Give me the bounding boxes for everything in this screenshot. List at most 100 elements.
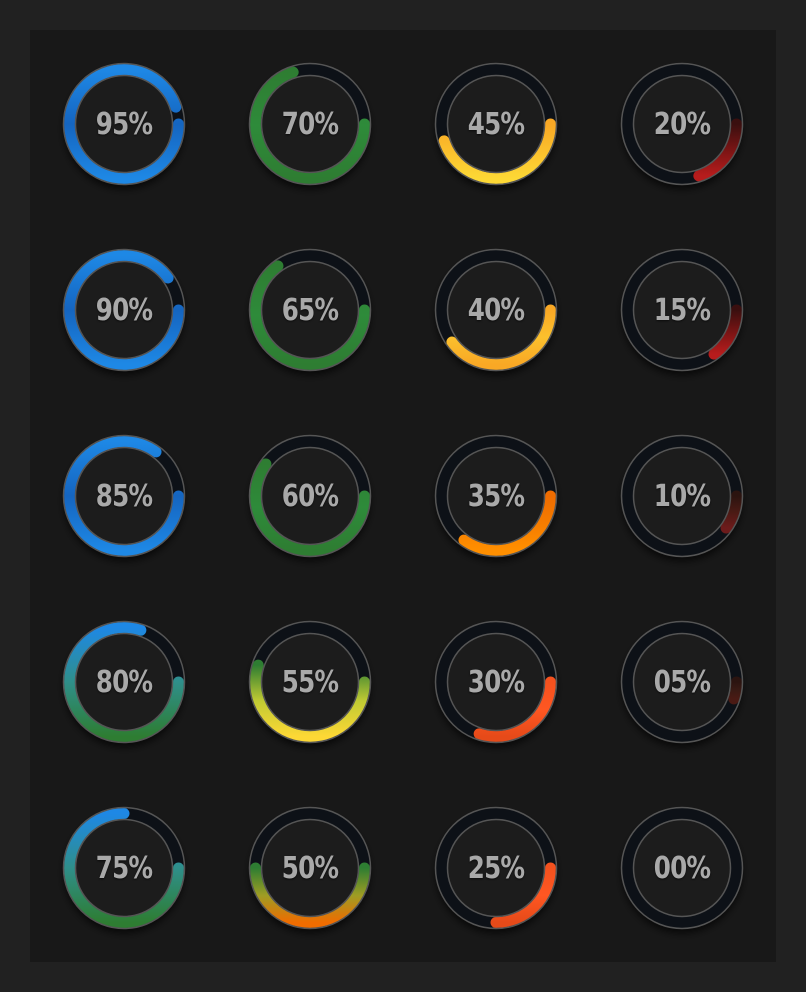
gauge-progress-arc — [728, 676, 742, 705]
gauge-rim — [248, 62, 372, 186]
progress-gauge: 20% — [618, 60, 746, 188]
gauge-rim — [62, 434, 186, 558]
gauge-ring — [434, 806, 558, 930]
gauge-percent-label: 20% — [653, 106, 711, 142]
gauge-shadow — [64, 622, 184, 742]
gauge-rim — [62, 62, 186, 186]
gauge-rim — [446, 260, 546, 360]
gauge-rim — [62, 620, 186, 744]
gauge-shadow — [250, 622, 370, 742]
gauge-shadow — [250, 64, 370, 184]
progress-gauge: 30% — [432, 618, 560, 746]
gauge-ring — [620, 434, 744, 558]
gauge-rim — [434, 434, 558, 558]
gauge-progress-arc — [64, 808, 184, 928]
progress-gauge: 00% — [618, 804, 746, 932]
gauge-shadow — [436, 250, 556, 370]
gauge-rim — [62, 248, 186, 372]
gauge-progress-arc — [708, 304, 742, 360]
gauge-rim — [260, 446, 360, 546]
gauge-rim — [434, 620, 558, 744]
gauge-rim — [260, 818, 360, 918]
progress-gauge: 90% — [60, 246, 188, 374]
gauge-rim — [446, 446, 546, 546]
gauge-shadow — [622, 250, 742, 370]
gauge-progress-arc — [446, 304, 556, 370]
progress-gauge: 80% — [60, 618, 188, 746]
gauge-ring — [62, 620, 186, 744]
gauge-rim — [248, 434, 372, 558]
gauge-percent-label: 10% — [653, 478, 711, 514]
gauge-ring — [620, 806, 744, 930]
gauge-progress-arc — [250, 66, 370, 184]
gauge-ring — [620, 248, 744, 372]
gauge-progress-arc — [720, 490, 742, 534]
gauge-rim — [260, 260, 360, 360]
progress-gauge: 40% — [432, 246, 560, 374]
gauge-percent-label: 00% — [653, 850, 711, 886]
gauge-shadow — [250, 436, 370, 556]
gauge-rim — [248, 620, 372, 744]
gauge-ring — [248, 248, 372, 372]
gauge-ring — [248, 434, 372, 558]
gauge-rim — [434, 248, 558, 372]
gauge-rim — [446, 632, 546, 732]
gauge-ring — [620, 62, 744, 186]
gauge-percent-label: 60% — [281, 478, 339, 514]
gauge-track — [622, 808, 742, 928]
gauge-rim — [620, 434, 744, 558]
gauge-rim — [434, 806, 558, 930]
gauge-rim — [632, 446, 732, 546]
gauge-rim — [620, 248, 744, 372]
gauge-ring — [62, 806, 186, 930]
progress-gauge: 05% — [618, 618, 746, 746]
progress-gauge: 45% — [432, 60, 560, 188]
gauge-ring — [620, 620, 744, 744]
gauge-percent-label: 35% — [467, 478, 525, 514]
gauge-progress-arc — [64, 436, 184, 556]
gauge-rim — [620, 62, 744, 186]
gauge-rim — [260, 632, 360, 732]
gauge-rim — [74, 446, 174, 546]
progress-gauge: 70% — [246, 60, 374, 188]
gauge-percent-label: 85% — [95, 478, 153, 514]
gauge-rim — [446, 818, 546, 918]
progress-gauge: 15% — [618, 246, 746, 374]
gauge-ring — [434, 248, 558, 372]
gauge-percent-label: 70% — [281, 106, 339, 142]
gauge-percent-label: 15% — [653, 292, 711, 328]
gauge-shadow — [436, 64, 556, 184]
gauge-rim — [260, 74, 360, 174]
gauge-ring — [62, 62, 186, 186]
gauge-rim — [620, 620, 744, 744]
progress-gauge: 55% — [246, 618, 374, 746]
gauge-shadow — [250, 808, 370, 928]
gauge-ring — [248, 62, 372, 186]
gauge-shadow — [436, 808, 556, 928]
gauge-progress-arc — [250, 260, 370, 370]
gauge-shadow — [436, 436, 556, 556]
gauge-percent-label: 55% — [281, 664, 339, 700]
gauge-progress-arc — [458, 490, 556, 556]
gauge-ring — [248, 806, 372, 930]
gauge-rim — [620, 806, 744, 930]
gauge-rim — [248, 248, 372, 372]
progress-gauge: 60% — [246, 432, 374, 560]
gauge-percent-label: 25% — [467, 850, 525, 886]
progress-gauge: 95% — [60, 60, 188, 188]
gauge-progress-arc — [473, 676, 556, 742]
gauge-percent-label: 75% — [95, 850, 153, 886]
gauge-percent-label: 80% — [95, 664, 153, 700]
gauge-rim — [632, 260, 732, 360]
gauge-shadow — [64, 250, 184, 370]
gauge-shadow — [622, 622, 742, 742]
gauge-rim — [632, 632, 732, 732]
progress-gauge: 85% — [60, 432, 188, 560]
gauge-ring — [62, 434, 186, 558]
gauge-shadow — [622, 436, 742, 556]
gauge-progress-arc — [64, 250, 184, 370]
gauge-percent-label: 90% — [95, 292, 153, 328]
gauge-percent-label: 30% — [467, 664, 525, 700]
gauge-progress-arc — [438, 118, 556, 184]
